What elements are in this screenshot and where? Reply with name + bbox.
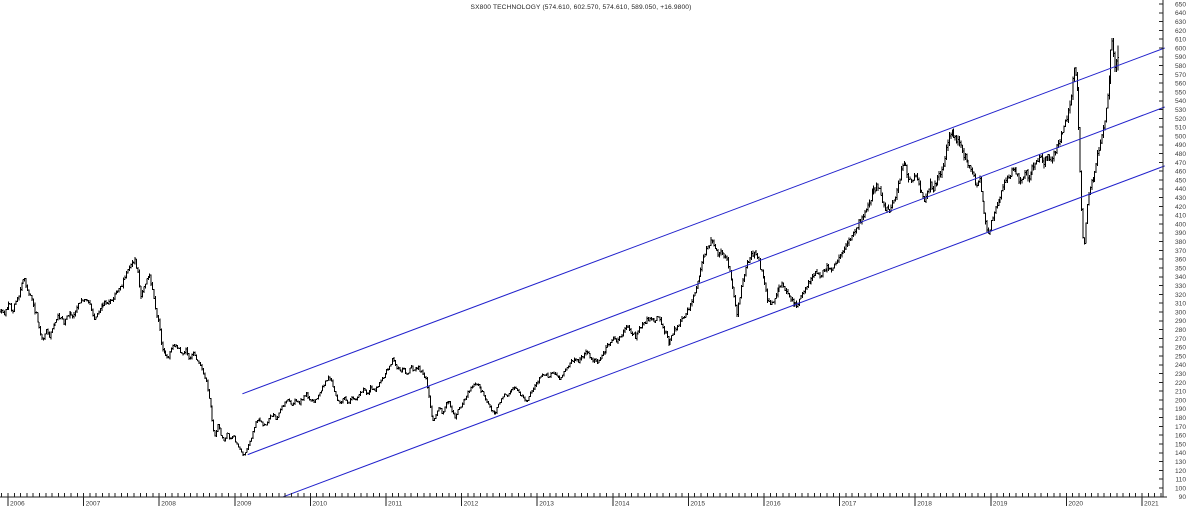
x-axis-year-label: 2008 xyxy=(161,501,176,508)
y-axis-tick-label: 260 xyxy=(1175,345,1186,352)
chart-title: SX800 TECHNOLOGY (574.610, 602.570, 574.… xyxy=(471,4,692,11)
y-axis-tick-label: 220 xyxy=(1175,380,1186,387)
y-axis-tick-label: 390 xyxy=(1175,230,1186,237)
x-axis-year-label: 2015 xyxy=(690,501,705,508)
y-axis-tick-label: 430 xyxy=(1175,195,1186,202)
y-axis-tick-label: 110 xyxy=(1175,477,1186,484)
y-axis-tick-label: 440 xyxy=(1175,186,1186,193)
x-axis-year-label: 2012 xyxy=(464,501,479,508)
y-axis-tick-label: 450 xyxy=(1175,177,1186,184)
ohlc-bars-path xyxy=(0,38,1119,457)
y-axis-tick-label: 290 xyxy=(1175,318,1186,325)
y-axis-tick-label: 580 xyxy=(1175,63,1186,70)
y-axis-tick-label: 120 xyxy=(1175,468,1186,475)
y-axis-tick-label: 210 xyxy=(1175,389,1186,396)
y-axis-tick-label: 370 xyxy=(1175,248,1186,255)
x-axis-year-label: 2019 xyxy=(993,501,1008,508)
x-axis-year-label: 2011 xyxy=(388,501,403,508)
y-axis-tick-label: 270 xyxy=(1175,336,1186,343)
y-axis-tick-label: 300 xyxy=(1175,309,1186,316)
y-axis-tick-label: 480 xyxy=(1175,151,1186,158)
y-axis-tick-label: 340 xyxy=(1175,274,1186,281)
y-axis-tick-label: 560 xyxy=(1175,81,1186,88)
y-axis-tick-label: 540 xyxy=(1175,98,1186,105)
y-axis-tick-label: 100 xyxy=(1175,485,1186,492)
y-axis-tick-label: 150 xyxy=(1175,441,1186,448)
y-axis-tick-label: 610 xyxy=(1175,37,1186,44)
y-axis-tick-label: 460 xyxy=(1175,169,1186,176)
x-axis-year-label: 2017 xyxy=(842,501,857,508)
x-axis-year-label: 2009 xyxy=(237,501,252,508)
trend-channel xyxy=(242,47,1165,498)
y-axis-tick-label: 170 xyxy=(1175,424,1186,431)
price-bars xyxy=(0,38,1119,457)
y-axis-tick-label: 90 xyxy=(1179,494,1187,501)
y-axis-tick-label: 230 xyxy=(1175,371,1186,378)
y-axis-tick-label: 570 xyxy=(1175,72,1186,79)
trend-line-middle xyxy=(247,106,1165,456)
y-axis-tick-label: 510 xyxy=(1175,125,1186,132)
y-axis-tick-label: 500 xyxy=(1175,133,1186,140)
y-axis-tick-label: 310 xyxy=(1175,301,1186,308)
x-axis-year-label: 2021 xyxy=(1144,501,1159,508)
y-axis-tick-label: 190 xyxy=(1175,406,1186,413)
y-axis-tick-label: 250 xyxy=(1175,353,1186,360)
y-axis-tick-label: 180 xyxy=(1175,415,1186,422)
x-axis-year-label: 2016 xyxy=(766,501,781,508)
trend-line-lower xyxy=(283,165,1165,498)
y-axis-tick-label: 360 xyxy=(1175,257,1186,264)
y-axis-tick-label: 140 xyxy=(1175,450,1186,457)
y-axis-tick-label: 350 xyxy=(1175,265,1186,272)
y-axis-tick-label: 520 xyxy=(1175,116,1186,123)
y-axis-tick-label: 640 xyxy=(1175,10,1186,17)
y-axis-tick-label: 620 xyxy=(1175,28,1186,35)
y-axis-tick-label: 280 xyxy=(1175,327,1186,334)
y-axis-tick-label: 320 xyxy=(1175,292,1186,299)
x-axis-year-label: 2006 xyxy=(10,501,25,508)
x-axis-year-label: 2010 xyxy=(312,501,327,508)
x-axis-year-label: 2013 xyxy=(539,501,554,508)
x-axis-year-label: 2018 xyxy=(917,501,932,508)
y-axis-tick-label: 410 xyxy=(1175,213,1186,220)
y-axis-tick-label: 550 xyxy=(1175,89,1186,96)
y-axis-tick-label: 200 xyxy=(1175,397,1186,404)
y-axis-tick-label: 380 xyxy=(1175,239,1186,246)
y-axis-tick-label: 530 xyxy=(1175,107,1186,114)
y-axis-tick-label: 400 xyxy=(1175,221,1186,228)
y-axis-tick-label: 130 xyxy=(1175,459,1186,466)
x-axis-year-label: 2020 xyxy=(1068,501,1083,508)
y-axis-tick-label: 420 xyxy=(1175,204,1186,211)
y-axis-tick-label: 650 xyxy=(1175,1,1186,8)
trend-line-upper xyxy=(242,47,1165,395)
x-axis-year-label: 2014 xyxy=(615,501,630,508)
y-axis-tick-label: 470 xyxy=(1175,160,1186,167)
y-axis-tick-label: 600 xyxy=(1175,45,1186,52)
x-axis-year-label: 2007 xyxy=(86,501,101,508)
y-axis-tick-label: 160 xyxy=(1175,433,1186,440)
x-axis: 2006 2007 2008 2009 2010 2011 2012 2013 2014 2015… xyxy=(0,493,1167,508)
y-axis-tick-label: 330 xyxy=(1175,283,1186,290)
y-axis-tick-label: 490 xyxy=(1175,142,1186,149)
y-axis-tick-label: 590 xyxy=(1175,54,1186,61)
y-axis-tick-label: 630 xyxy=(1175,19,1186,26)
y-axis-tick-label: 240 xyxy=(1175,362,1186,369)
